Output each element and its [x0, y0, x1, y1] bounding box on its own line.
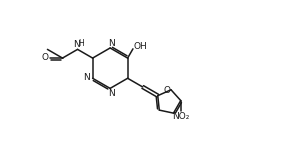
Text: N: N	[83, 73, 90, 82]
Text: O: O	[163, 86, 170, 95]
Text: OH: OH	[133, 42, 147, 51]
Text: N: N	[108, 39, 115, 48]
Text: N: N	[73, 40, 80, 49]
Text: N: N	[108, 89, 115, 98]
Text: O: O	[42, 53, 49, 62]
Text: H: H	[78, 39, 84, 48]
Text: NO₂: NO₂	[172, 112, 190, 121]
